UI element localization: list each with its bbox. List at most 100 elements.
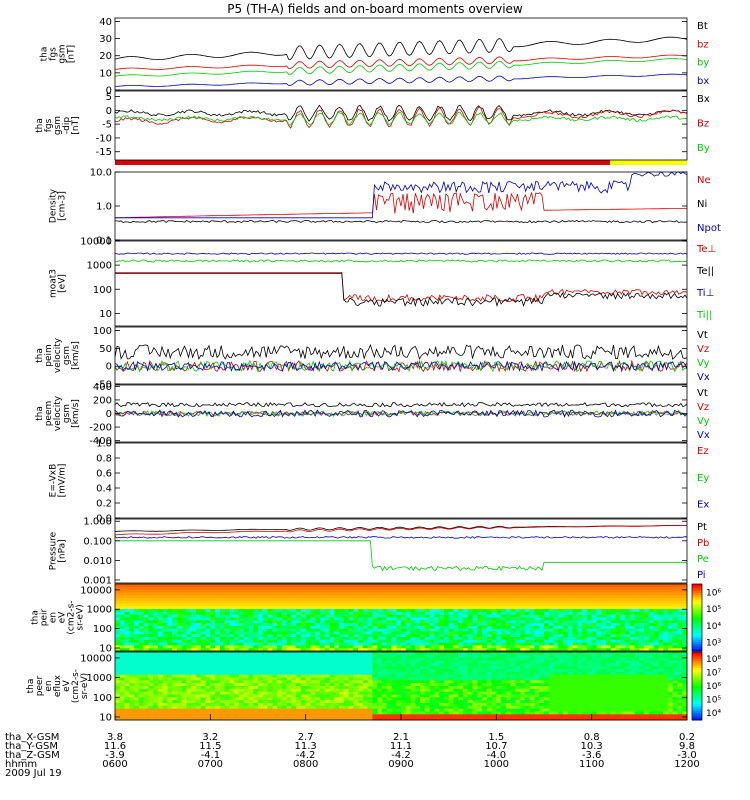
heatmap-cell — [119, 711, 126, 715]
heatmap-cell — [181, 628, 187, 632]
heatmap-cell — [124, 660, 130, 664]
heatmap-cell — [148, 671, 154, 676]
heatmap-cell — [119, 694, 126, 698]
heatmap-cell — [138, 714, 145, 718]
heatmap-cell — [348, 645, 354, 649]
heatmap-cell — [162, 714, 168, 718]
heatmap-cell — [634, 617, 640, 621]
heatmap-cell — [343, 628, 350, 632]
heatmap-cell — [443, 603, 450, 607]
heatmap-cell — [243, 700, 249, 704]
heatmap-cell — [353, 631, 359, 635]
heatmap-cell — [367, 631, 373, 635]
heatmap-cell — [558, 634, 564, 638]
heatmap-cell — [305, 666, 311, 670]
heatmap-cell — [205, 606, 211, 610]
heatmap-cell — [429, 654, 435, 659]
heatmap-cell — [210, 631, 216, 635]
heatmap-cell — [124, 697, 130, 701]
heatmap-cell — [367, 642, 373, 646]
heatmap-cell — [215, 666, 221, 670]
heatmap-cell — [577, 634, 583, 638]
heatmap-cell — [401, 717, 407, 721]
heatmap-cell — [148, 628, 154, 632]
heatmap-cell — [205, 595, 211, 599]
heatmap-cell — [424, 617, 431, 621]
heatmap-cell — [272, 648, 278, 652]
heatmap-cell — [472, 697, 478, 701]
heatmap-cell — [415, 708, 421, 712]
heatmap-cell — [248, 711, 254, 715]
heatmap-cell — [186, 637, 192, 641]
heatmap-cell — [315, 628, 321, 632]
heatmap-cell — [329, 717, 335, 721]
heatmap-cell — [215, 660, 221, 664]
heatmap-cell — [219, 617, 226, 621]
heatmap-cell — [367, 620, 373, 624]
heatmap-cell — [439, 683, 445, 687]
heatmap-cell — [610, 631, 616, 635]
heatmap-cell — [219, 589, 226, 593]
heatmap-cell — [396, 642, 402, 646]
heatmap-cell — [320, 700, 326, 704]
heatmap-cell — [463, 654, 469, 659]
heatmap-cell — [634, 614, 640, 618]
heatmap-cell — [115, 648, 121, 652]
heatmap-cell — [296, 645, 302, 649]
heatmap-cell — [596, 603, 602, 607]
heatmap-cell — [320, 652, 326, 656]
heatmap-cell — [339, 620, 345, 624]
heatmap-cell — [272, 688, 278, 693]
heatmap-cell — [548, 639, 555, 644]
heatmap-cell — [524, 642, 531, 646]
heatmap-cell — [377, 603, 383, 607]
heatmap-cell — [672, 623, 678, 627]
heatmap-cell — [572, 620, 578, 624]
heatmap-cell — [472, 657, 478, 661]
heatmap-cell — [281, 631, 288, 635]
heatmap-cell — [420, 617, 426, 621]
heatmap-cell — [601, 617, 607, 621]
heatmap-cell — [515, 584, 521, 588]
heatmap-cell — [124, 628, 130, 632]
heatmap-cell — [148, 611, 154, 616]
heatmap-cell — [172, 611, 178, 616]
heatmap-cell — [300, 623, 307, 627]
heatmap-cell — [115, 703, 121, 707]
heatmap-cell — [424, 584, 431, 588]
heatmap-cell — [243, 694, 249, 698]
heatmap-cell — [629, 631, 636, 635]
heatmap-cell — [329, 603, 335, 607]
heatmap-cell — [496, 595, 502, 599]
heatmap-cell — [572, 586, 578, 591]
heatmap-cell — [486, 589, 493, 593]
heatmap-cell — [424, 677, 431, 681]
heatmap-cell — [520, 628, 526, 632]
heatmap-cell — [644, 648, 650, 652]
heatmap-cell — [401, 631, 407, 635]
heatmap-cell — [667, 586, 674, 591]
heatmap-cell — [267, 648, 273, 652]
heatmap-cell — [119, 586, 126, 591]
heatmap-cell — [391, 606, 397, 610]
heatmap-cell — [362, 683, 369, 687]
heatmap-cell — [415, 717, 421, 721]
heatmap-cell — [210, 680, 216, 684]
heatmap-cell — [486, 648, 493, 652]
heatmap-cell — [300, 666, 307, 670]
heatmap-cell — [377, 694, 383, 698]
heatmap-cell — [377, 609, 383, 613]
heatmap-cell — [167, 645, 173, 649]
legend-bx: bx — [697, 76, 709, 87]
heatmap-cell — [181, 617, 187, 621]
heatmap-cell — [467, 711, 473, 715]
heatmap-cell — [315, 637, 321, 641]
heatmap-cell — [524, 639, 531, 644]
heatmap-cell — [310, 711, 316, 715]
heatmap-cell — [396, 611, 402, 616]
heatmap-cell — [162, 683, 168, 687]
heatmap-cell — [663, 639, 669, 644]
heatmap-cell — [162, 611, 168, 616]
heatmap-cell — [334, 609, 340, 613]
heatmap-cell — [305, 674, 311, 678]
